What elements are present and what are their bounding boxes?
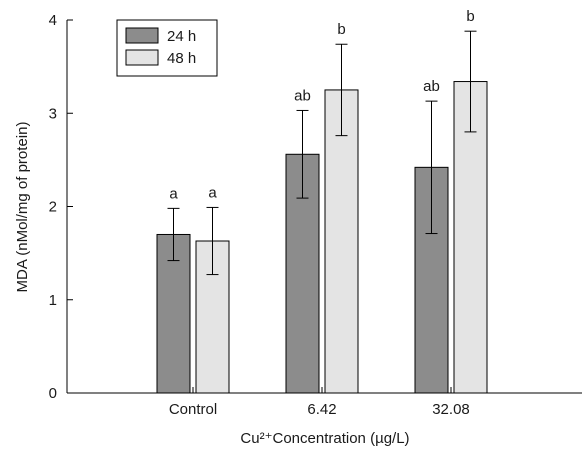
y-tick-label: 0 [49, 385, 57, 402]
y-tick-label: 3 [49, 105, 57, 122]
error-bars-layer [167, 30, 477, 276]
significance-label: ab [294, 87, 311, 104]
x-axis-title: Cu²⁺Concentration (µg/L) [240, 430, 409, 447]
x-tick-label: 6.42 [307, 401, 336, 418]
significance-label: ab [423, 78, 440, 95]
significance-label: b [466, 8, 474, 25]
legend-swatch-24h [125, 27, 159, 44]
legend-swatch-48h [125, 49, 159, 66]
significance-label: a [169, 185, 178, 202]
x-tick-label: Control [169, 401, 217, 418]
legend-label-24h: 24 h [167, 28, 196, 45]
significance-label: a [208, 184, 217, 201]
legend: 24 h 48 h [116, 19, 218, 77]
y-tick-label: 1 [49, 292, 57, 309]
y-tick-label: 2 [49, 199, 57, 216]
y-tick-label: 4 [49, 12, 57, 29]
bars-layer [156, 81, 488, 394]
y-axis-title: MDA (nMol/mg of protein) [14, 122, 31, 293]
x-tick-label: 32.08 [432, 401, 470, 418]
bar-48h-3208 [453, 81, 488, 394]
significance-label: b [337, 21, 345, 38]
bar-24h-642 [285, 153, 320, 394]
legend-label-48h: 48 h [167, 50, 196, 67]
axes-layer: 0 1 2 3 4 Control 6.42 32.08 [49, 12, 582, 418]
